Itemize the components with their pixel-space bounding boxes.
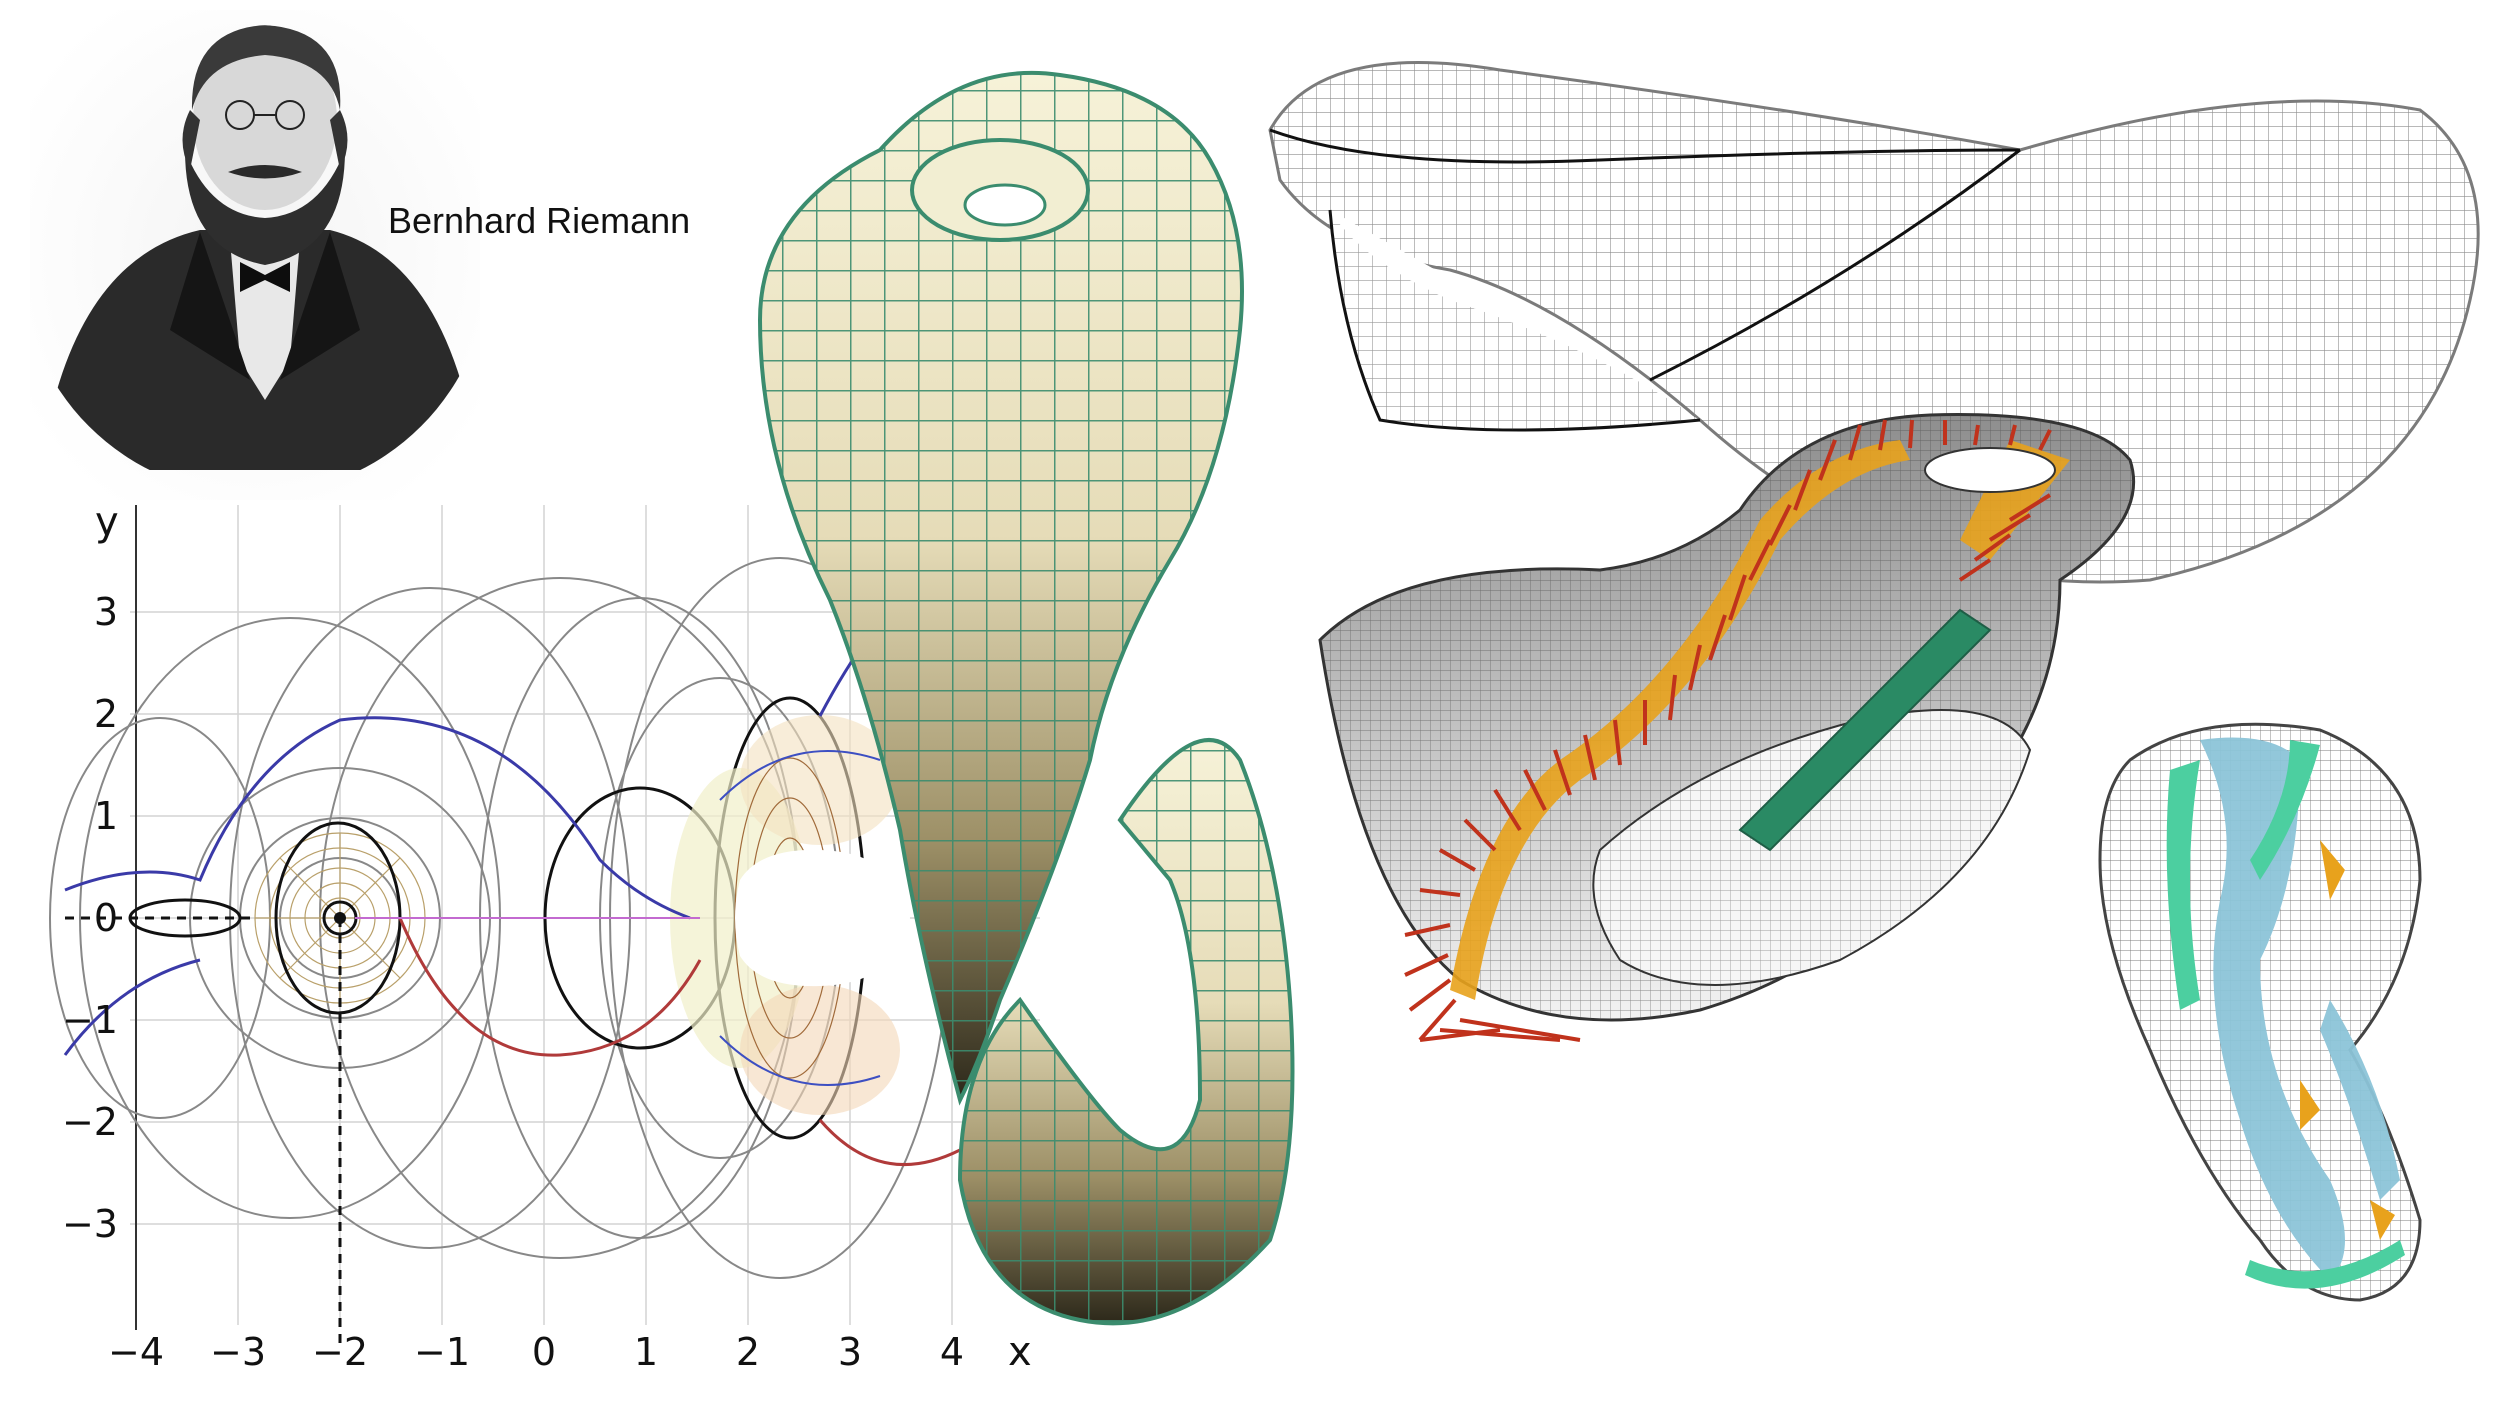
x-tick-minus-4: −4	[108, 1330, 164, 1374]
pole-web-right	[670, 715, 910, 1115]
x-tick-0: 0	[532, 1330, 556, 1374]
x-tick-minus-2: −2	[312, 1330, 368, 1374]
y-tick-2: 2	[94, 692, 118, 736]
x-tick-3: 3	[838, 1330, 862, 1374]
klein-bottle	[757, 70, 1295, 1326]
y-tick-minus-1: −1	[62, 998, 118, 1042]
small-klein-bottle	[2098, 722, 2422, 1302]
colored-field-lines	[63, 598, 961, 1166]
wire-ribbon-surface	[1268, 61, 2480, 584]
y-tick-3: 3	[94, 590, 118, 634]
x-tick-minus-3: −3	[210, 1330, 266, 1374]
red-vector-arrows	[1404, 419, 2052, 1042]
x-tick-labels: −4 −3 −2 −1 0 1 2 3 4	[108, 1330, 964, 1374]
x-tick-2: 2	[736, 1330, 760, 1374]
portrait-caption: Bernhard Riemann	[388, 200, 691, 241]
x-tick-minus-1: −1	[414, 1330, 470, 1374]
y-tick-labels: 3 2 1 0 −1 −2 −3	[62, 590, 118, 1246]
y-tick-0: 0	[94, 896, 118, 940]
vector-field-surface	[1318, 413, 2136, 1042]
x-axis-label: x	[1008, 1329, 1032, 1375]
y-tick-minus-2: −2	[62, 1100, 118, 1144]
y-axis-label: y	[95, 499, 119, 545]
y-tick-1: 1	[94, 794, 118, 838]
x-tick-4: 4	[940, 1330, 964, 1374]
dashed-guides	[65, 916, 342, 1345]
y-tick-minus-3: −3	[62, 1202, 118, 1246]
x-tick-1: 1	[634, 1330, 658, 1374]
portrait-engraving	[30, 10, 480, 500]
